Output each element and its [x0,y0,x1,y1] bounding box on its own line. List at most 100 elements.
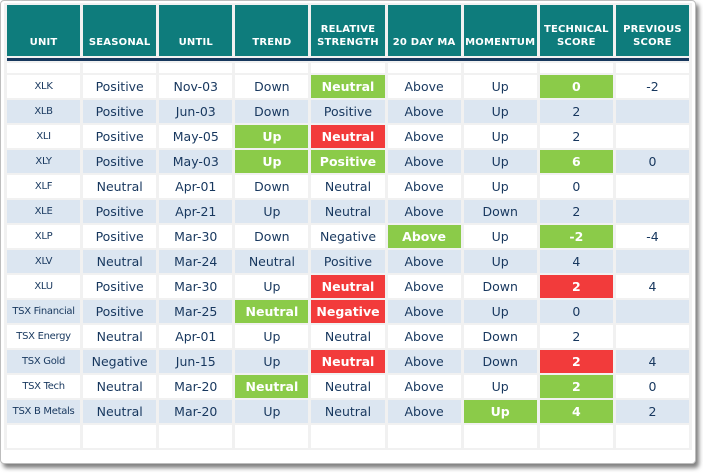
cell-momentum: Down [463,275,537,298]
cell-seasonal: Positive [83,275,157,298]
cell-seasonal: Positive [83,200,157,223]
cell-unit: XLK [7,75,81,98]
table-row: XLY Positive May-03 Up Positive Above Up 6 0 [7,150,689,173]
cell-twenty-day-ma: Above [387,175,461,198]
cell-momentum: Up [463,225,537,248]
cell-until: Mar-25 [159,300,233,323]
table-row: XLE Positive Apr-21 Up Neutral Above Down 2 [7,200,689,223]
cell-momentum: Up [463,175,537,198]
cell-until: Jun-15 [159,350,233,373]
empty-cell [235,425,309,448]
cell-relative-strength: Negative [311,300,385,323]
spacer-cell [159,63,233,73]
cell-previous-score [615,325,689,348]
cell-twenty-day-ma: Above [387,300,461,323]
cell-until: Mar-20 [159,375,233,398]
spacer-cell [311,63,385,73]
cell-technical-score: 2 [539,350,613,373]
spacer-cell [539,63,613,73]
cell-trend: Down [235,75,309,98]
cell-twenty-day-ma: Above [387,275,461,298]
cell-twenty-day-ma: Above [387,325,461,348]
cell-previous-score: -4 [615,225,689,248]
cell-relative-strength: Neutral [311,400,385,423]
cell-trend: Up [235,125,309,148]
cell-previous-score: -2 [615,75,689,98]
cell-momentum: Up [463,300,537,323]
cell-previous-score: 2 [615,400,689,423]
table-row: TSX Energy Neutral Apr-01 Up Neutral Above Dow… [7,325,689,348]
cell-until: Mar-20 [159,400,233,423]
cell-momentum: Up [463,150,537,173]
empty-cell [311,425,385,448]
empty-cell [615,425,689,448]
cell-unit: TSX B Metals [7,400,81,423]
cell-seasonal: Neutral [83,175,157,198]
cell-relative-strength: Neutral [311,75,385,98]
cell-momentum: Down [463,325,537,348]
cell-relative-strength: Neutral [311,350,385,373]
cell-technical-score: -2 [539,225,613,248]
cell-twenty-day-ma: Above [387,100,461,123]
column-header-trend: TREND [235,5,309,56]
cell-technical-score: 4 [539,250,613,273]
cell-previous-score [615,200,689,223]
cell-seasonal: Positive [83,75,157,98]
cell-unit: TSX Energy [7,325,81,348]
cell-trend: Up [235,200,309,223]
table-row: XLI Positive May-05 Up Neutral Above Up 2 [7,125,689,148]
cell-unit: XLY [7,150,81,173]
table-row: XLV Neutral Mar-24 Neutral Positive Above Up 4 [7,250,689,273]
cell-unit: TSX Tech [7,375,81,398]
cell-until: May-03 [159,150,233,173]
spacer-cell [463,63,537,73]
column-header-20-day-ma: 20 DAY MA [387,5,461,56]
cell-relative-strength: Neutral [311,325,385,348]
table-row: TSX Financial Positive Mar-25 Neutral Negati… [7,300,689,323]
cell-seasonal: Positive [83,300,157,323]
cell-trend: Neutral [235,250,309,273]
cell-twenty-day-ma: Above [387,125,461,148]
cell-technical-score: 0 [539,300,613,323]
cell-until: Apr-21 [159,200,233,223]
cell-seasonal: Positive [83,225,157,248]
table-row: XLB Positive Jun-03 Down Positive Above Up 2 [7,100,689,123]
cell-unit: XLU [7,275,81,298]
cell-twenty-day-ma: Above [387,375,461,398]
cell-trend: Up [235,325,309,348]
cell-until: Jun-03 [159,100,233,123]
empty-cell [7,425,81,448]
cell-previous-score: 4 [615,275,689,298]
cell-seasonal: Positive [83,125,157,148]
cell-previous-score [615,175,689,198]
cell-relative-strength: Positive [311,250,385,273]
cell-seasonal: Neutral [83,250,157,273]
cell-technical-score: 2 [539,125,613,148]
cell-previous-score: 4 [615,350,689,373]
empty-cell [463,425,537,448]
cell-previous-score: 0 [615,150,689,173]
cell-momentum: Up [463,75,537,98]
cell-momentum: Up [463,125,537,148]
cell-technical-score: 2 [539,375,613,398]
empty-cell [539,425,613,448]
table-row: XLU Positive Mar-30 Up Neutral Above Down 2 4 [7,275,689,298]
cell-trend: Up [235,150,309,173]
table-body: XLK Positive Nov-03 Down Neutral Above Up 0 -2 XL… [7,75,689,448]
column-header-momentum: MOMENTUM [463,5,537,56]
cell-momentum: Up [463,400,537,423]
cell-relative-strength: Neutral [311,175,385,198]
cell-until: Mar-24 [159,250,233,273]
cell-previous-score: 0 [615,375,689,398]
cell-relative-strength: Positive [311,150,385,173]
cell-trend: Up [235,275,309,298]
column-header-seasonal: SEASONAL [83,5,157,56]
cell-technical-score: 0 [539,75,613,98]
cell-trend: Up [235,400,309,423]
cell-unit: XLI [7,125,81,148]
cell-until: Mar-30 [159,275,233,298]
cell-seasonal: Positive [83,150,157,173]
table-row: XLF Neutral Apr-01 Down Neutral Above Up 0 [7,175,689,198]
cell-relative-strength: Neutral [311,275,385,298]
divider-bar [7,58,689,61]
